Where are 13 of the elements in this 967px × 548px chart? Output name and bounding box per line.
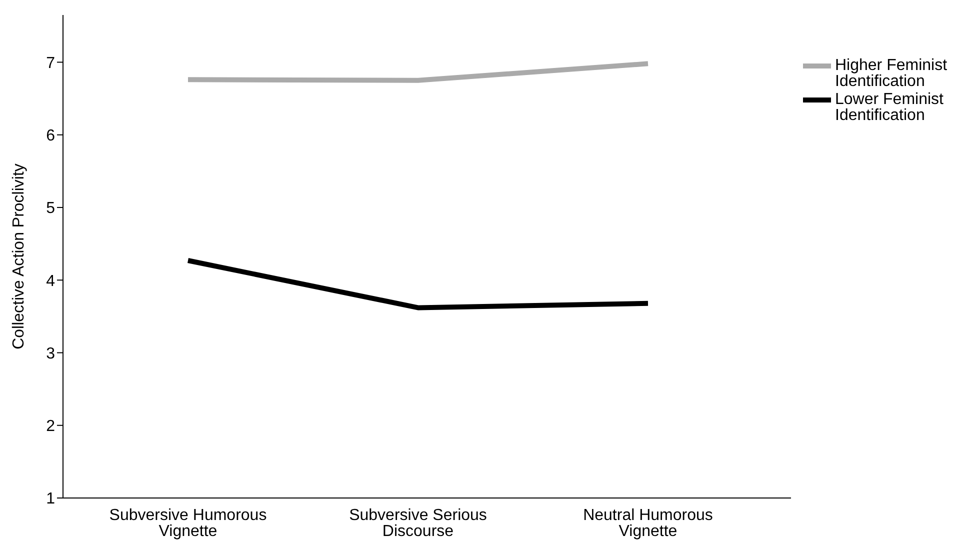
x-tick-label: Subversive Serious Discourse <box>349 507 487 540</box>
legend-label: Higher Feminist Identification <box>835 57 948 90</box>
y-tick-label: 7 <box>46 54 56 72</box>
x-tick-label: Neutral Humorous Vignette <box>583 507 713 540</box>
y-tick-label: 6 <box>46 128 56 145</box>
y-tick-label: 5 <box>46 200 56 218</box>
y-axis-title: Collective Action Proclivity <box>10 164 28 350</box>
x-tick-label: Subversive Humorous Vignette <box>109 507 267 540</box>
y-tick-label: 3 <box>46 345 56 362</box>
y-tick-label: 2 <box>46 418 56 436</box>
y-tick-label: 4 <box>46 272 56 290</box>
y-tick-label: 1 <box>46 490 56 508</box>
legend-label: Lower Feminist Identification <box>835 91 944 124</box>
